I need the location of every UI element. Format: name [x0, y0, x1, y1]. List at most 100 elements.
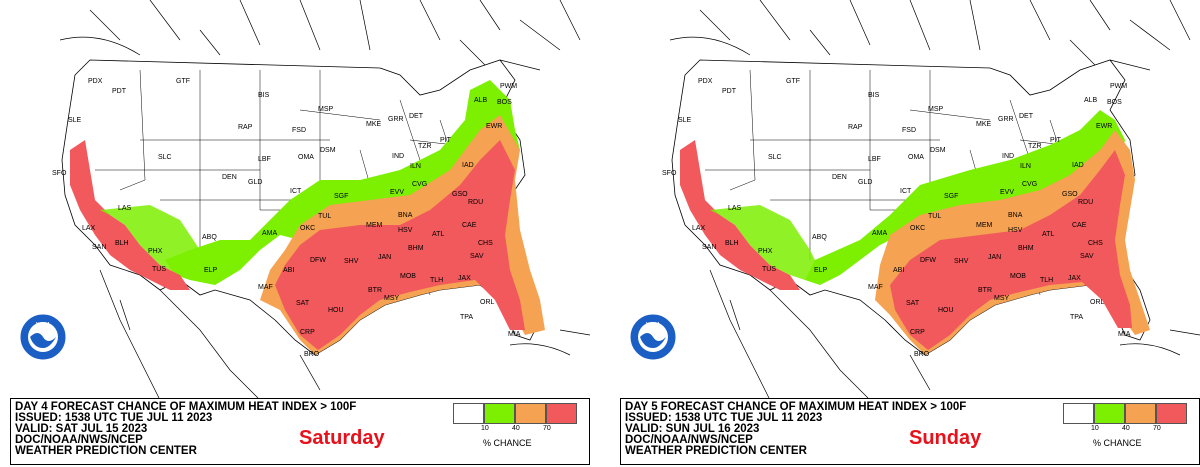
city-label: ICT — [900, 188, 912, 195]
city-label: RDU — [1078, 199, 1093, 206]
city-label: MSY — [994, 295, 1010, 302]
city-label: TPA — [1070, 314, 1083, 321]
city-label: PDX — [698, 78, 713, 85]
logo-text: NOAA — [36, 322, 51, 328]
legend-tick: 40 — [512, 425, 520, 432]
city-label: JAN — [988, 254, 1001, 261]
city-label: SAV — [470, 253, 484, 260]
legend-swatch-70 — [1125, 403, 1156, 424]
city-label: CVG — [412, 181, 427, 188]
city-label: MSP — [318, 106, 334, 113]
city-label: LBF — [258, 156, 271, 163]
legend-swatch-40 — [1094, 403, 1125, 424]
mexico-lines — [709, 269, 931, 400]
city-label: EVV — [390, 189, 404, 196]
day4-panel: PDX PDT GTF BIS MSP SLE RAP FSD MKE GRR DET ALB BOS P… — [0, 0, 590, 467]
noaa-logo: NOAA — [19, 313, 67, 361]
city-label: IAD — [1072, 162, 1084, 169]
city-label: MKE — [366, 121, 382, 128]
city-label: LAS — [118, 205, 132, 212]
city-label: PHX — [148, 248, 163, 255]
city-label: TZR — [418, 143, 432, 150]
city-label: PIT — [1050, 137, 1062, 144]
canada-borders — [669, 0, 1191, 81]
city-label: FSD — [902, 127, 916, 134]
city-label: SLE — [68, 117, 82, 124]
city-label: TUS — [152, 266, 166, 273]
city-label: LAX — [692, 225, 706, 232]
legend-swatch-100 — [546, 403, 577, 424]
city-label: PHX — [758, 248, 773, 255]
heat-index-map: PDX PDT GTF BIS MSP SLE RAP FSD MKE GRR DET ALB BOS P… — [52, 0, 590, 400]
city-label: OKC — [910, 225, 925, 232]
city-label: TLH — [430, 277, 443, 284]
city-label: SAV — [1080, 253, 1094, 260]
city-label: RAP — [238, 124, 253, 131]
zone-100 — [890, 150, 1132, 350]
city-label: SAT — [296, 300, 310, 307]
city-label: GLD — [248, 179, 262, 186]
city-label: MAF — [868, 284, 883, 291]
city-label: CHS — [1088, 240, 1103, 247]
city-label: BRO — [304, 351, 320, 358]
city-label: ABQ — [202, 234, 217, 241]
city-label: AMA — [872, 230, 888, 237]
zone-40 — [805, 110, 1125, 285]
city-label: BHM — [408, 245, 424, 252]
city-label: DFW — [310, 257, 326, 264]
city-label: MKE — [976, 121, 992, 128]
city-label: BLH — [725, 240, 739, 247]
city-label: MOB — [1010, 273, 1026, 280]
city-label: BOS — [1107, 99, 1122, 106]
legend-title: % CHANCE — [1093, 438, 1142, 448]
city-label: MSP — [928, 106, 944, 113]
city-label: MOB — [400, 273, 416, 280]
city-label: MEM — [366, 222, 383, 229]
city-label: TLH — [1040, 277, 1053, 284]
city-label: BLH — [115, 240, 129, 247]
city-label: SLC — [768, 154, 782, 161]
city-label: RAP — [848, 124, 863, 131]
city-label: DET — [409, 113, 424, 120]
city-label: ILN — [410, 163, 421, 170]
city-label: SLE — [678, 117, 692, 124]
logo-text: NOAA — [646, 322, 661, 328]
day-label: Sunday — [909, 427, 982, 449]
zone-100-west — [70, 140, 190, 290]
city-label: HSV — [1008, 227, 1023, 234]
city-label: SFO — [52, 170, 67, 177]
info-box: DAY 5 FORECAST CHANCE OF MAXIMUM HEAT IN… — [620, 398, 1200, 465]
city-label: GTF — [176, 78, 190, 85]
city-label: SGF — [944, 193, 958, 200]
city-label: IND — [392, 153, 404, 160]
valid-date: VALID: SUN JUL 16 2023 — [625, 423, 760, 435]
zone-40-west — [100, 205, 210, 280]
canada-borders — [59, 0, 581, 81]
legend-title: % CHANCE — [483, 438, 532, 448]
city-label: SGF — [334, 193, 348, 200]
legend-tick: 70 — [543, 425, 551, 432]
city-label: MEM — [976, 222, 993, 229]
city-label: PWM — [500, 83, 517, 90]
city-label: JAN — [378, 254, 391, 261]
agency: DOC/NOAA/NWS/NCEP — [625, 434, 753, 446]
city-label: LAS — [728, 205, 742, 212]
city-label: HSV — [398, 227, 413, 234]
info-box: DAY 4 FORECAST CHANCE OF MAXIMUM HEAT IN… — [10, 398, 590, 465]
legend-swatch-40 — [484, 403, 515, 424]
legend-tick: 10 — [1091, 425, 1099, 432]
city-label: RDU — [468, 199, 483, 206]
city-label: PWM — [1110, 83, 1127, 90]
city-label: ELP — [204, 267, 218, 274]
city-label: BTR — [368, 287, 382, 294]
city-label: MIA — [508, 331, 521, 338]
city-label: MIA — [1118, 331, 1131, 338]
city-label: ORL — [480, 299, 495, 306]
day-label: Saturday — [299, 427, 385, 449]
city-label: EVV — [1000, 189, 1014, 196]
city-label: TUS — [762, 266, 776, 273]
city-label: FSD — [292, 127, 306, 134]
city-label: HOU — [328, 307, 344, 314]
zone-100 — [275, 140, 525, 350]
city-label: BOS — [497, 99, 512, 106]
